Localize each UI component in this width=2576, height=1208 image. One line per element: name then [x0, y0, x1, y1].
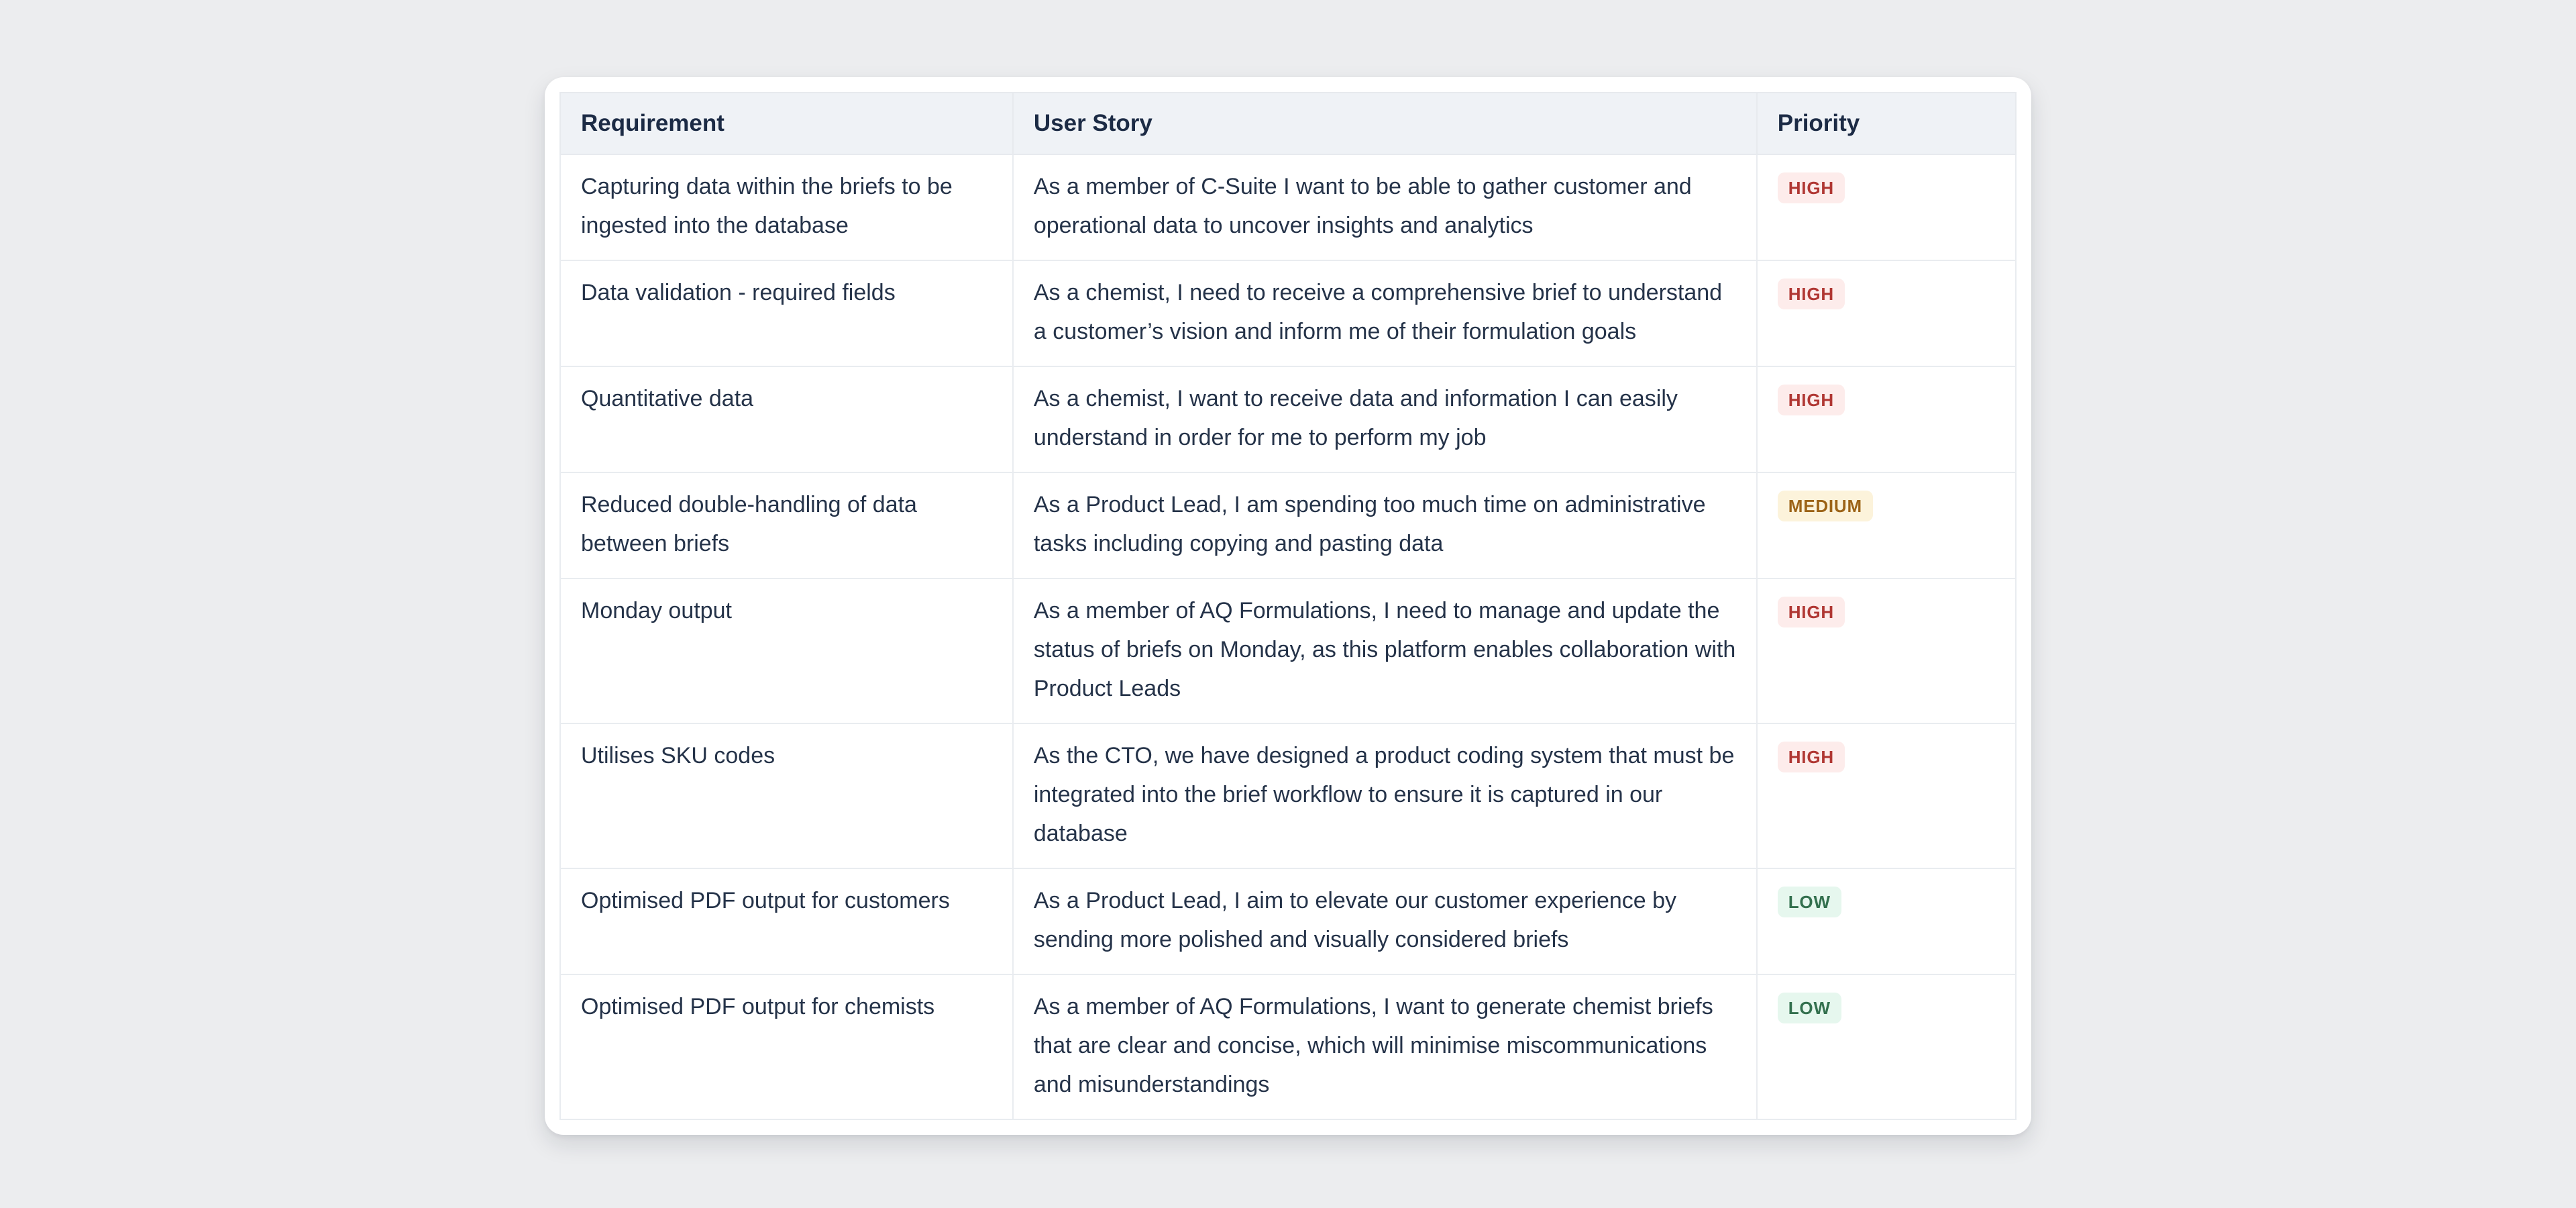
table-row: Capturing data within the briefs to be i…: [559, 154, 2017, 261]
table-row: Data validation - required fields As a c…: [559, 260, 2017, 367]
table-row: Optimised PDF output for chemists As a m…: [559, 974, 2017, 1120]
table-row: Utilises SKU codes As the CTO, we have d…: [559, 723, 2017, 869]
priority-cell: LOW: [1756, 974, 2017, 1120]
table-row: Optimised PDF output for customers As a …: [559, 868, 2017, 975]
table-row: Quantitative data As a chemist, I want t…: [559, 366, 2017, 473]
column-header-user-story: User Story: [1012, 92, 1758, 155]
priority-cell: LOW: [1756, 868, 2017, 975]
priority-badge: HIGH: [1777, 597, 1845, 627]
user-story-cell: As a chemist, I want to receive data and…: [1012, 366, 1758, 473]
priority-cell: HIGH: [1756, 578, 2017, 724]
table-row: Reduced double-handling of data between …: [559, 472, 2017, 579]
header-row: Requirement User Story Priority: [559, 92, 2017, 155]
column-header-requirement: Requirement: [559, 92, 1014, 155]
user-story-cell: As a Product Lead, I aim to elevate our …: [1012, 868, 1758, 975]
priority-badge: HIGH: [1777, 172, 1845, 203]
user-story-cell: As a Product Lead, I am spending too muc…: [1012, 472, 1758, 579]
requirement-cell: Utilises SKU codes: [559, 723, 1014, 869]
requirements-table-card: Requirement User Story Priority Capturin…: [545, 77, 2031, 1135]
requirement-cell: Quantitative data: [559, 366, 1014, 473]
user-story-cell: As a member of AQ Formulations, I want t…: [1012, 974, 1758, 1120]
priority-badge: LOW: [1777, 993, 1841, 1023]
priority-cell: HIGH: [1756, 366, 2017, 473]
requirement-cell: Optimised PDF output for chemists: [559, 974, 1014, 1120]
priority-badge: HIGH: [1777, 279, 1845, 309]
requirement-cell: Optimised PDF output for customers: [559, 868, 1014, 975]
table-row: Monday output As a member of AQ Formulat…: [559, 578, 2017, 724]
requirement-cell: Capturing data within the briefs to be i…: [559, 154, 1014, 261]
requirement-cell: Data validation - required fields: [559, 260, 1014, 367]
column-header-priority: Priority: [1756, 92, 2017, 155]
requirement-cell: Reduced double-handling of data between …: [559, 472, 1014, 579]
priority-badge: HIGH: [1777, 742, 1845, 772]
priority-cell: MEDIUM: [1756, 472, 2017, 579]
priority-badge: MEDIUM: [1777, 491, 1873, 521]
user-story-cell: As a member of C-Suite I want to be able…: [1012, 154, 1758, 261]
requirements-table: Requirement User Story Priority Capturin…: [559, 92, 2017, 1120]
table-body: Capturing data within the briefs to be i…: [559, 154, 2017, 1120]
requirement-cell: Monday output: [559, 578, 1014, 724]
priority-cell: HIGH: [1756, 723, 2017, 869]
priority-cell: HIGH: [1756, 260, 2017, 367]
priority-badge: LOW: [1777, 887, 1841, 917]
table-header: Requirement User Story Priority: [559, 92, 2017, 155]
priority-cell: HIGH: [1756, 154, 2017, 261]
user-story-cell: As the CTO, we have designed a product c…: [1012, 723, 1758, 869]
user-story-cell: As a chemist, I need to receive a compre…: [1012, 260, 1758, 367]
user-story-cell: As a member of AQ Formulations, I need t…: [1012, 578, 1758, 724]
priority-badge: HIGH: [1777, 385, 1845, 415]
